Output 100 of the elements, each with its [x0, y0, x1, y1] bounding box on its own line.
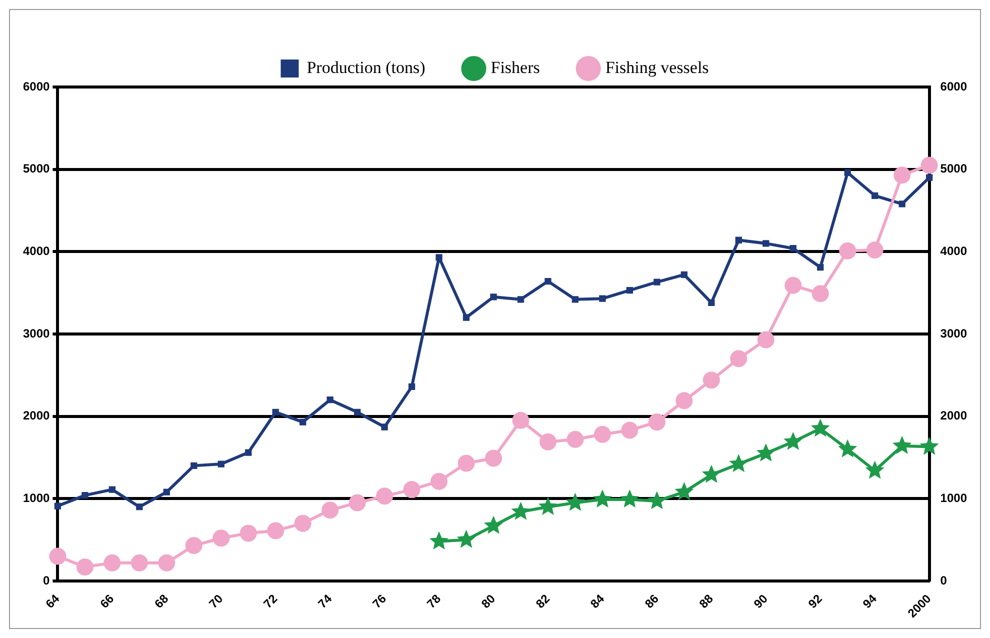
point	[212, 530, 230, 547]
x-tick-label: 92	[805, 591, 826, 611]
y-tick-label: 1000	[22, 490, 50, 505]
y-tick-label: 2000	[22, 408, 50, 423]
point	[812, 285, 829, 302]
point	[245, 449, 252, 456]
point	[599, 295, 606, 302]
point	[594, 426, 611, 443]
x-tick-label: 80	[478, 591, 498, 611]
point	[621, 422, 638, 439]
point	[592, 489, 612, 508]
x-tick-label: 76	[370, 591, 390, 611]
point	[654, 278, 660, 286]
point	[49, 548, 66, 565]
point	[756, 443, 776, 462]
point	[104, 554, 121, 572]
point	[680, 271, 688, 278]
point	[702, 464, 721, 483]
point	[403, 481, 420, 498]
point	[538, 496, 558, 515]
y-tick-label: 5000	[22, 162, 50, 176]
x-tick-label: 88	[696, 591, 716, 611]
point	[920, 156, 938, 174]
point	[158, 554, 176, 572]
legend-label: Fishing vessels	[605, 58, 709, 77]
x-tick-label: 66	[97, 591, 117, 611]
point	[517, 296, 524, 303]
point	[817, 264, 824, 271]
point	[485, 450, 502, 467]
x-tick-label: 74	[315, 591, 335, 611]
point	[729, 454, 748, 472]
y2-tick-label: 1000	[940, 490, 968, 505]
point	[300, 418, 306, 426]
point	[892, 436, 912, 454]
point	[76, 558, 94, 576]
x-tick-label: 94	[860, 591, 880, 611]
point	[294, 514, 312, 532]
y-tick-label: 6000	[22, 79, 50, 94]
y2-tick-label: 0	[940, 573, 948, 588]
point	[136, 504, 143, 510]
point	[82, 492, 88, 499]
point	[865, 460, 884, 479]
point	[702, 372, 720, 389]
point	[572, 296, 579, 303]
point	[894, 166, 911, 184]
point	[926, 174, 933, 181]
point	[898, 200, 906, 208]
y-tick-label: 4000	[22, 244, 50, 258]
x-tick-label: 84	[588, 591, 608, 611]
point	[920, 436, 939, 455]
x-tick-label: 86	[642, 591, 662, 611]
point	[839, 242, 856, 260]
point	[784, 432, 803, 450]
point	[838, 439, 858, 458]
point	[190, 462, 198, 470]
point	[676, 392, 693, 410]
point	[322, 502, 339, 519]
y2-tick-label: 3000	[940, 326, 968, 340]
y2-tick-label: 6000	[940, 79, 968, 94]
point	[790, 245, 796, 252]
point	[626, 287, 634, 294]
point	[272, 408, 279, 416]
point	[348, 494, 366, 512]
point	[54, 502, 62, 510]
legend-label: Production (tons)	[306, 58, 426, 77]
legend-label: Fishers	[490, 58, 540, 77]
point	[381, 424, 388, 430]
point	[430, 472, 448, 490]
point	[458, 454, 475, 472]
point	[163, 488, 170, 496]
point	[185, 537, 202, 554]
y-tick-label: 0	[43, 573, 50, 588]
point	[511, 502, 530, 520]
point	[566, 492, 585, 511]
x-tick-label: 78	[424, 591, 444, 611]
point	[218, 460, 224, 468]
point	[872, 192, 878, 199]
point	[539, 433, 556, 450]
x-tick-label: 70	[206, 591, 226, 611]
point	[866, 242, 884, 258]
point	[730, 350, 748, 368]
y-tick-label: 3000	[22, 326, 50, 340]
point	[708, 299, 715, 306]
point	[512, 412, 530, 429]
x-tick-label: 90	[750, 591, 771, 611]
point	[735, 236, 742, 244]
point	[354, 408, 361, 416]
point	[674, 482, 694, 500]
point	[267, 522, 284, 540]
y2-tick-label: 5000	[940, 162, 968, 176]
point	[784, 276, 802, 294]
point	[108, 486, 116, 493]
x-tick-label: 72	[260, 591, 280, 611]
point	[484, 516, 504, 534]
point	[430, 531, 449, 550]
point	[566, 430, 584, 448]
point	[326, 396, 334, 404]
point	[456, 530, 476, 548]
point	[130, 554, 148, 572]
point	[436, 254, 442, 261]
